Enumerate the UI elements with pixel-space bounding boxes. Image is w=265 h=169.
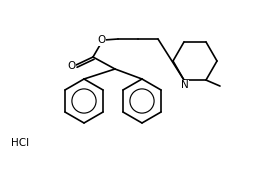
Text: N: N <box>181 80 189 90</box>
Text: HCl: HCl <box>11 138 29 148</box>
Text: O: O <box>97 35 105 45</box>
Text: O: O <box>67 61 75 71</box>
